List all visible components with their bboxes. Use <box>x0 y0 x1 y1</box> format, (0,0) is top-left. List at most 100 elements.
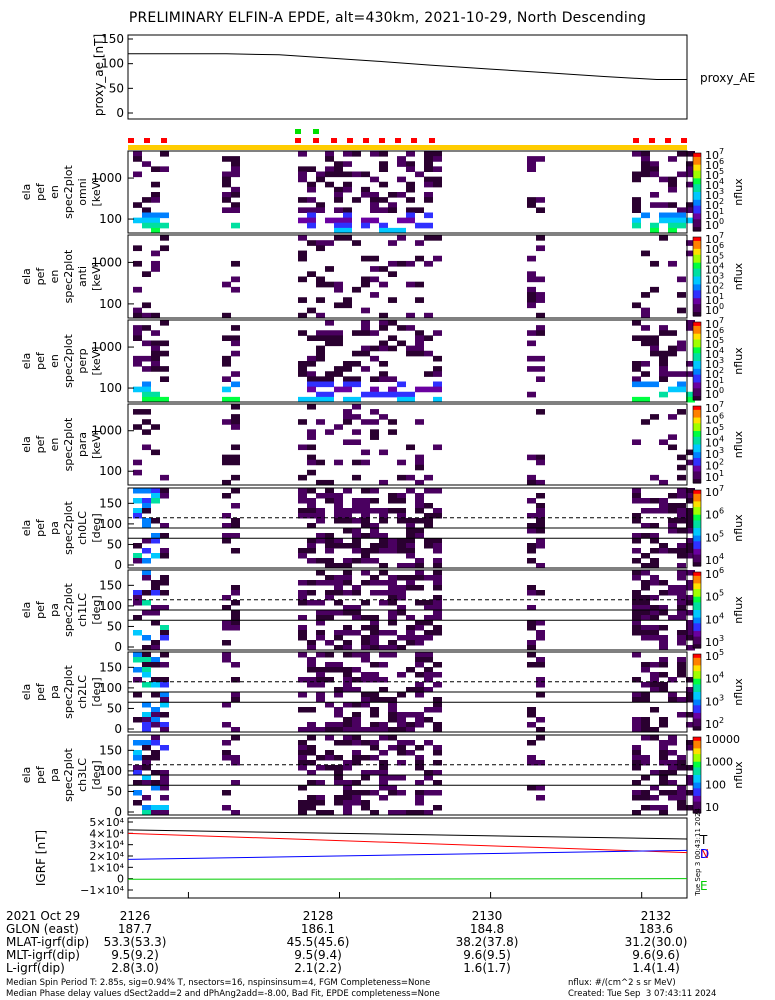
spectrogram-panel-2 <box>133 235 695 319</box>
spec-pixel <box>433 722 442 728</box>
spec-pixel <box>231 697 240 703</box>
spec-pixel <box>415 330 424 336</box>
colorbar-tick-exponent: 0 <box>719 217 724 226</box>
spec-pixel <box>415 386 424 393</box>
colorbar-cell <box>693 625 701 628</box>
spec-pixel <box>231 414 240 420</box>
spec-pixel <box>686 493 695 499</box>
colorbar-cell <box>693 353 701 356</box>
spec-pixel <box>343 625 352 631</box>
spec-pixel <box>536 276 545 283</box>
spec-pixel <box>231 222 240 229</box>
spec-pixel <box>231 444 240 451</box>
colorbar-cell <box>693 560 701 563</box>
spec-pixel <box>388 543 397 549</box>
spec-pixel <box>142 429 151 435</box>
spec-pixel <box>379 765 388 771</box>
spec-pixel <box>677 785 686 791</box>
spec-pixel <box>527 605 536 611</box>
spec-pixel <box>142 760 151 766</box>
colorbar-tick-label: 10 <box>705 568 719 581</box>
quality-flag-red <box>161 138 167 143</box>
spec-pixel <box>536 543 545 549</box>
quality-flag-red <box>363 138 369 143</box>
spec-pixel <box>536 795 545 801</box>
spec-pixel <box>231 161 240 167</box>
spec-pixel <box>334 508 343 514</box>
colorbar-cell <box>693 676 701 680</box>
colorbar-tick-exponent: 3 <box>719 272 724 281</box>
colorbar-cell <box>693 610 701 613</box>
spec-pixel <box>527 645 536 651</box>
spec-pixel <box>397 790 406 796</box>
spec-pixel <box>424 740 433 746</box>
spec-pixel <box>659 755 668 761</box>
spec-pixel <box>415 755 424 761</box>
colorbar-cell <box>693 562 701 565</box>
spec-pixel <box>361 449 370 456</box>
spec-pixel <box>352 585 361 591</box>
spec-pixel <box>527 355 536 362</box>
spec-pixel <box>133 755 142 761</box>
spec-pixel <box>536 325 545 331</box>
colorbar-tick-exponent: 3 <box>719 187 724 196</box>
spec-pixel <box>361 513 370 519</box>
colorbar-cell <box>693 627 701 630</box>
spec-pixel <box>160 340 169 347</box>
colorbar-cell <box>693 720 701 723</box>
spec-pixel <box>343 682 352 688</box>
colorbar-cell <box>693 201 701 205</box>
spec-pixel <box>160 810 169 816</box>
colorbar-cell <box>693 572 701 575</box>
colorbar-cell <box>693 274 701 278</box>
spec-pixel <box>686 645 695 651</box>
spec-pixel <box>352 518 361 524</box>
colorbar-cell <box>693 477 701 480</box>
spec-pixel <box>307 376 316 382</box>
colorbar-tick-label: 10 <box>705 294 719 307</box>
spec-pixel <box>334 687 343 693</box>
igrf-legend-T: T <box>699 833 708 847</box>
spec-pixel <box>641 625 650 631</box>
spec-pixel <box>343 702 352 708</box>
colorbar-tick-label: 1000 <box>705 756 733 769</box>
colorbar-cell <box>693 388 701 391</box>
colorbar-tick-label: 100 <box>705 778 726 791</box>
spec-pixel <box>632 760 641 766</box>
spec-pixel <box>415 533 424 539</box>
spec-pixel <box>677 548 686 554</box>
spec-pixel <box>632 790 641 796</box>
spec-pixel <box>343 677 352 683</box>
spec-pixel <box>659 479 668 486</box>
axis-row-value: 53.3(53.3) <box>104 935 167 949</box>
colorbar-tick-exponent: 3 <box>719 634 724 643</box>
spec-pixel <box>632 595 641 601</box>
colorbar-frame <box>692 405 702 484</box>
spec-pixel <box>527 366 536 372</box>
spec-pixel <box>415 780 424 786</box>
spec-pixel <box>433 396 442 403</box>
quality-flag-red <box>633 138 639 143</box>
spec-pixel <box>298 785 307 791</box>
spec-pixel <box>160 795 169 801</box>
spec-pixel <box>650 523 659 529</box>
y-axis-label: pa <box>48 603 61 617</box>
spec-pixel <box>160 677 169 683</box>
spec-pixel <box>641 161 650 167</box>
spec-pixel <box>160 682 169 688</box>
spec-pixel <box>686 250 695 257</box>
colorbar-cell <box>693 661 701 665</box>
colorbar-cell <box>693 667 701 670</box>
spec-pixel <box>686 391 695 398</box>
colorbar-tick-exponent: 5 <box>719 336 724 345</box>
colorbar-tick-exponent: 0 <box>719 386 724 395</box>
colorbar-cell <box>693 792 701 795</box>
spec-pixel <box>222 625 231 631</box>
spec-pixel <box>298 652 307 658</box>
spec-pixel <box>343 727 352 733</box>
spec-pixel <box>406 312 415 319</box>
spec-pixel <box>536 630 545 636</box>
spec-pixel <box>527 590 536 596</box>
colorbar-cell <box>693 459 701 463</box>
colorbar-frame <box>692 736 702 814</box>
